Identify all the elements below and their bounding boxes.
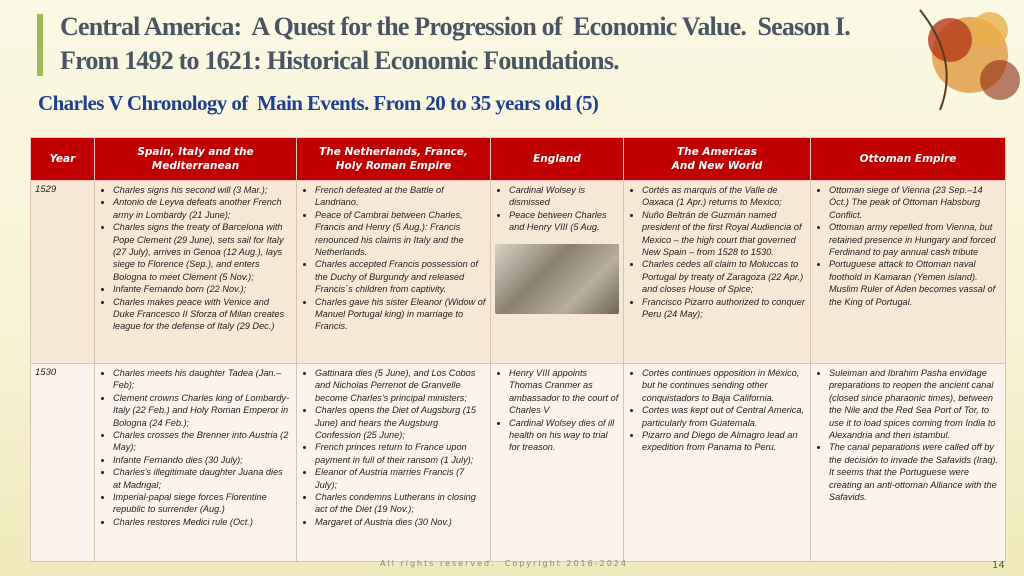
event-item: Portuguese attack to Ottoman naval footh… xyxy=(829,258,1001,308)
column-header: Spain, Italy and the Mediterranean xyxy=(94,137,297,181)
event-item: The canal peparations were called off by… xyxy=(829,441,1001,503)
year-cell: 1529 xyxy=(30,180,95,364)
event-item: French princes return to France upon pay… xyxy=(315,441,486,466)
column-header: The Netherlands, France, Holy Roman Empi… xyxy=(296,137,491,181)
event-cell: Ottoman siege of Vienna (23 Sep.–14 Oct.… xyxy=(810,180,1006,364)
event-list: French defeated at the Battle of Landria… xyxy=(301,184,486,333)
table-row: 1529Charles signs his second will (3 Mar… xyxy=(30,180,1006,364)
column-header: Year xyxy=(30,137,95,181)
event-item: Imperial-papal siege forces Florentine r… xyxy=(113,491,292,516)
event-cell: Cardinal Wolsey is dismissedPeace betwee… xyxy=(490,180,624,364)
event-item: Pizarro and Diego de Almagro lead an exp… xyxy=(642,429,806,454)
event-item: Cortes was kept out of Central America, … xyxy=(642,404,806,429)
event-item: Charles makes peace with Venice and Duke… xyxy=(113,296,292,333)
title: Central America: A Quest for the Progres… xyxy=(60,10,851,78)
event-cell: Charles meets his daughter Tadea (Jan.–F… xyxy=(94,363,297,562)
event-item: Charles signs the treaty of Barcelona wi… xyxy=(113,221,292,283)
event-item: Charles cedes all claim to Moluccas to P… xyxy=(642,258,806,295)
column-header: Ottoman Empire xyxy=(810,137,1006,181)
event-cell: Henry VIII appoints Thomas Cranmer as am… xyxy=(490,363,624,562)
event-list: Gattinara dies (5 June), and Los Cobos a… xyxy=(301,367,486,528)
event-list: Henry VIII appoints Thomas Cranmer as am… xyxy=(495,367,619,454)
event-item: Margaret of Austria dies (30 Nov.) xyxy=(315,516,486,528)
event-item: Antonio de Leyva defeats another French … xyxy=(113,196,292,221)
event-item: Charles condemns Lutherans in closing ac… xyxy=(315,491,486,516)
table-body: 1529Charles signs his second will (3 Mar… xyxy=(30,180,1006,562)
event-item: Charles restores Medici rule (Oct.) xyxy=(113,516,292,528)
event-item: Clement crowns Charles king of Lombardy-… xyxy=(113,392,292,429)
event-item: Infante Fernando born (22 Nov.); xyxy=(113,283,292,295)
event-list: Ottoman siege of Vienna (23 Sep.–14 Oct.… xyxy=(815,184,1001,308)
event-item: Cardinal Wolsey is dismissed xyxy=(509,184,619,209)
event-item: Infante Fernando dies (30 July); xyxy=(113,454,292,466)
event-item: Charles crosses the Brenner into Austria… xyxy=(113,429,292,454)
event-list: Cortes continues opposition in México, b… xyxy=(628,367,806,454)
copyright: All rights reserved. Copyright 2016-2024 xyxy=(380,559,628,568)
event-item: Charles signs his second will (3 Mar.); xyxy=(113,184,292,196)
event-item: Cortes continues opposition in México, b… xyxy=(642,367,806,404)
event-list: Suleiman and Ibrahim Pasha envidage prep… xyxy=(815,367,1001,503)
subtitle: Charles V Chronology of Main Events. Fro… xyxy=(38,91,599,115)
event-item: Charles's illegitimate daughter Juana di… xyxy=(113,466,292,491)
event-item: Ottoman siege of Vienna (23 Sep.–14 Oct.… xyxy=(829,184,1001,221)
event-list: Charles meets his daughter Tadea (Jan.–F… xyxy=(99,367,292,528)
event-cell: Suleiman and Ibrahim Pasha envidage prep… xyxy=(810,363,1006,562)
event-cell: Charles signs his second will (3 Mar.);A… xyxy=(94,180,297,364)
title-line: Central America: A Quest for the Progres… xyxy=(60,12,851,41)
accent-bar xyxy=(37,14,43,76)
header-row: Year Spain, Italy and the Mediterranean Th… xyxy=(30,137,1006,181)
event-list: Cortés as marquis of the Valle de Oaxaca… xyxy=(628,184,806,320)
event-item: Peace between Charles and Henry VIII (5 … xyxy=(509,209,619,234)
event-item: Cortés as marquis of the Valle de Oaxaca… xyxy=(642,184,806,209)
event-item: Charles accepted Francis possession of t… xyxy=(315,258,486,295)
event-item: Charles opens the Diet of Augsburg (15 J… xyxy=(315,404,486,441)
event-list: Cardinal Wolsey is dismissedPeace betwee… xyxy=(495,184,619,234)
event-cell: Gattinara dies (5 June), and Los Cobos a… xyxy=(296,363,491,562)
event-item: Peace of Cambrai between Charles, Franci… xyxy=(315,209,486,259)
illustration xyxy=(495,243,619,314)
event-cell: Cortes continues opposition in México, b… xyxy=(623,363,811,562)
table-row: 1530 Charles meets his daughter Tadea (Ja… xyxy=(30,363,1006,562)
event-item: Cardinal Wolsey dies of ill health on hi… xyxy=(509,417,619,454)
event-item: Nuño Beltrán de Guzmán named president o… xyxy=(642,209,806,259)
year-cell: 1530 xyxy=(30,363,95,562)
event-item: Ottoman army repelled from Vienna, but r… xyxy=(829,221,1001,258)
title-line: From 1492 to 1621: Historical Economic F… xyxy=(60,46,620,75)
event-item: Charles meets his daughter Tadea (Jan.–F… xyxy=(113,367,292,392)
chronology-table: Year Spain, Italy and the Mediterranean Th… xyxy=(30,137,1006,562)
event-item: Suleiman and Ibrahim Pasha envidage prep… xyxy=(829,367,1001,441)
page-number: 14 xyxy=(992,560,1005,571)
event-item: Charles gave his sister Eleanor (Widow o… xyxy=(315,296,486,333)
event-cell: Cortés as marquis of the Valle de Oaxaca… xyxy=(623,180,811,364)
decoration xyxy=(919,9,1020,111)
event-item: Francisco Pizarro authorized to conquer … xyxy=(642,296,806,321)
event-item: Gattinara dies (5 June), and Los Cobos a… xyxy=(315,367,486,404)
column-header: England xyxy=(490,137,624,181)
event-cell: French defeated at the Battle of Landria… xyxy=(296,180,491,364)
event-item: Henry VIII appoints Thomas Cranmer as am… xyxy=(509,367,619,417)
column-header: The Americas And New World xyxy=(623,137,811,181)
event-list: Charles signs his second will (3 Mar.);A… xyxy=(99,184,292,333)
event-item: French defeated at the Battle of Landria… xyxy=(315,184,486,209)
event-item: Eleanor of Austria marries Francis (7 Ju… xyxy=(315,466,486,491)
